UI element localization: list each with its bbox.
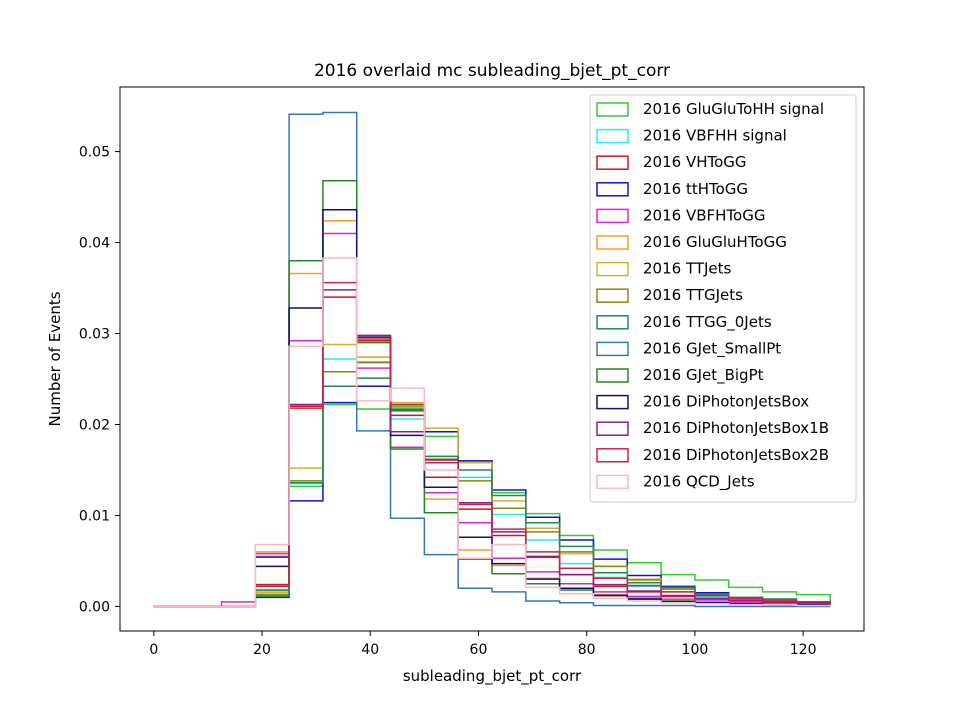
series-line-11	[153, 209, 831, 608]
x-tick-label: 60	[470, 642, 488, 658]
legend-swatch	[596, 448, 629, 463]
legend-label: 2016 DiPhotonJetsBox	[643, 393, 809, 411]
series-line-14	[153, 257, 831, 608]
y-tick-label: 0.01	[79, 508, 110, 524]
y-axis-label: Number of Events	[46, 291, 64, 426]
y-tick-label: 0.03	[79, 327, 110, 343]
x-tick-label: 120	[790, 642, 817, 658]
legend-label: 2016 TTJets	[643, 260, 732, 278]
legend-label: 2016 ttHToGG	[643, 180, 748, 198]
legend: 2016 GluGluToHH signal 2016 VBFHH signal 2…	[589, 94, 857, 503]
y-tick-label: 0.00	[79, 599, 110, 615]
x-tick-label: 0	[149, 642, 158, 658]
legend-label: 2016 VHToGG	[643, 153, 747, 171]
legend-label: 2016 VBFHH signal	[643, 127, 787, 145]
legend-label: 2016 GJet_BigPt	[643, 366, 764, 385]
legend-swatch	[596, 235, 629, 250]
legend-swatch	[596, 208, 629, 224]
legend-swatch	[596, 394, 629, 410]
series-layer	[153, 111, 831, 608]
axes-layer: 0 20 40 60 80 100 120 0.00 0.01 0.02 0.03 0.04 0.05	[79, 145, 817, 658]
x-tick-label: 20	[253, 642, 271, 658]
legend-box	[589, 94, 857, 503]
x-axis-label: subleading_bjet_pt_corr	[403, 667, 582, 686]
x-tick-label: 100	[682, 642, 709, 658]
legend-label: 2016 GluGluHToGG	[643, 233, 787, 251]
legend-label: 2016 DiPhotonJetsBox1B	[643, 419, 829, 437]
y-tick-label: 0.05	[79, 145, 110, 161]
legend-swatch	[596, 155, 629, 170]
legend-label: 2016 GJet_SmallPt	[643, 339, 781, 358]
legend-swatch	[596, 102, 629, 117]
legend-swatch	[596, 288, 629, 303]
legend-label: 2016 VBFHToGG	[643, 206, 765, 224]
x-tick-label: 80	[578, 642, 596, 658]
legend-swatch	[596, 474, 629, 490]
chart-title: 2016 overlaid mc subleading_bjet_pt_corr	[314, 61, 670, 81]
y-tick-label: 0.04	[79, 236, 110, 252]
x-tick-label: 40	[361, 642, 379, 658]
legend-label: 2016 GluGluToHH signal	[643, 100, 824, 118]
legend-label: 2016 QCD_Jets	[643, 472, 755, 491]
y-tick-label: 0.02	[79, 417, 110, 433]
legend-swatch	[596, 128, 629, 144]
series-line-13	[153, 281, 831, 608]
legend-swatch	[596, 421, 629, 436]
plot-frame	[119, 86, 865, 632]
series-line-5	[153, 219, 831, 608]
legend-swatch	[596, 341, 629, 357]
legend-swatch	[596, 368, 629, 383]
legend-swatch	[596, 315, 629, 330]
legend-label: 2016 TTGJets	[643, 286, 743, 304]
legend-label: 2016 DiPhotonJetsBox2B	[643, 446, 829, 464]
legend-label: 2016 TTGG_0Jets	[643, 313, 772, 332]
legend-swatch	[596, 261, 629, 277]
legend-swatch	[596, 182, 629, 197]
